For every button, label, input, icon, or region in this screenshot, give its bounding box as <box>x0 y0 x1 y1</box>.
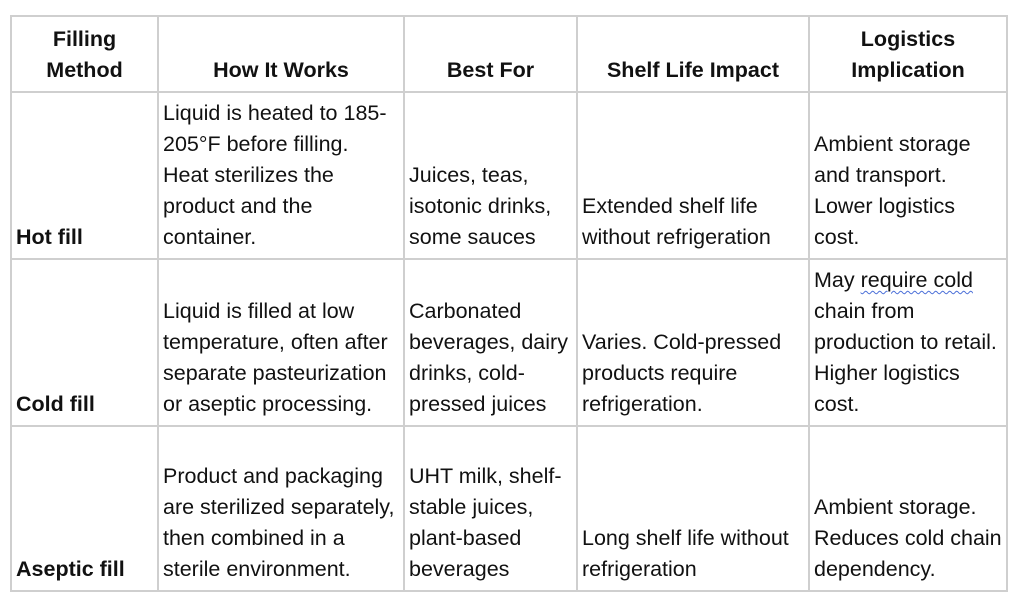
table-row-cold-fill: Cold fill Liquid is filled at low temper… <box>10 258 1008 427</box>
logistics-text-start: May <box>814 268 861 292</box>
filling-methods-table: Filling Method How It Works Best For She… <box>10 15 1008 592</box>
cell-how-it-works: Liquid is heated to 185-205°F before fil… <box>157 91 405 260</box>
header-logistics-implication: Logistics Implication <box>808 15 1008 93</box>
cell-how-it-works: Liquid is filled at low temperature, oft… <box>157 258 405 427</box>
cell-shelf-life: Extended shelf life without refrigeratio… <box>576 91 810 260</box>
cell-shelf-life: Long shelf life without refrigeration <box>576 425 810 592</box>
cell-best-for: Juices, teas, isotonic drinks, some sauc… <box>403 91 578 260</box>
cell-method: Cold fill <box>10 258 159 427</box>
cell-logistics: May require cold chain from production t… <box>808 258 1008 427</box>
table-container: Filling Method How It Works Best For She… <box>10 15 1008 592</box>
cell-logistics: Ambient storage. Reduces cold chain depe… <box>808 425 1008 592</box>
table-row-aseptic-fill: Aseptic fill Product and packaging are s… <box>10 425 1008 592</box>
logistics-text-end: chain from production to retail. Higher … <box>814 299 997 416</box>
header-best-for: Best For <box>403 15 578 93</box>
cell-logistics: Ambient storage and transport. Lower log… <box>808 91 1008 260</box>
cell-method: Hot fill <box>10 91 159 260</box>
table-row-hot-fill: Hot fill Liquid is heated to 185-205°F b… <box>10 91 1008 260</box>
cell-method: Aseptic fill <box>10 425 159 592</box>
cell-how-it-works: Product and packaging are sterilized sep… <box>157 425 405 592</box>
spellcheck-flagged-text[interactable]: require cold <box>860 268 973 292</box>
header-row: Filling Method How It Works Best For She… <box>10 15 1008 93</box>
cell-best-for: UHT milk, shelf-stable juices, plant-bas… <box>403 425 578 592</box>
header-how-it-works: How It Works <box>157 15 405 93</box>
cell-best-for: Carbonated beverages, dairy drinks, cold… <box>403 258 578 427</box>
cell-shelf-life: Varies. Cold-pressed products require re… <box>576 258 810 427</box>
header-shelf-life-impact: Shelf Life Impact <box>576 15 810 93</box>
header-filling-method: Filling Method <box>10 15 159 93</box>
